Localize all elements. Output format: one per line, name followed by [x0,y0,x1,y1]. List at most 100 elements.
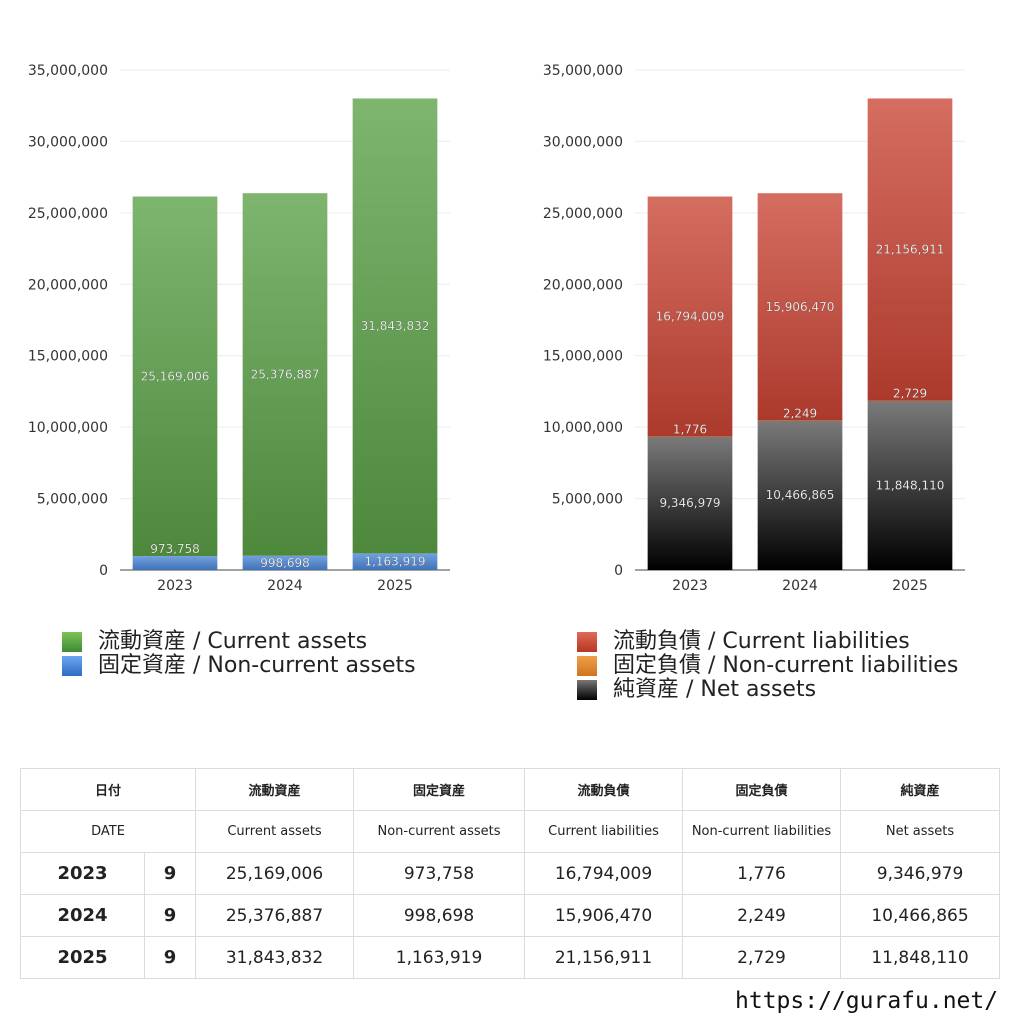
data-label: 25,169,006 [141,369,210,383]
y-tick-label: 15,000,000 [28,349,108,365]
legend-item-current-assets: 流動資産 / Current assets [62,630,416,654]
legend-swatch [577,680,597,700]
legend-item-current-liabilities: 流動負債 / Current liabilities [577,630,958,654]
data-label: 31,843,832 [361,319,430,333]
data-label: 15,906,470 [766,300,835,314]
legend-label: 純資産 / Net assets [613,677,817,702]
table-subheader-cell: DATE [19,810,197,853]
data-label: 9,346,979 [659,496,720,510]
y-tick-label: 15,000,000 [543,349,623,365]
bar-segment [757,420,843,421]
x-tick-label: 2024 [267,578,303,594]
x-tick-label: 2025 [892,578,928,594]
y-tick-label: 35,000,000 [28,63,108,79]
legend-swatch [577,656,597,676]
table-cell: 31,843,832 [195,936,355,979]
bar-segment [867,98,953,401]
table-subheader-cell: Non-current liabilities [682,810,842,853]
data-label: 1,776 [673,422,707,436]
bar-segment [352,98,438,554]
legend-label: 流動負債 / Current liabilities [613,629,910,654]
y-tick-label: 5,000,000 [37,492,108,508]
table-subheader-cell: Net assets [840,810,1001,853]
table-cell-count: 9 [143,852,197,895]
table-cell-count: 9 [143,894,197,937]
table-cell: 21,156,911 [524,936,684,979]
bar-segment [242,193,328,556]
legend-item-non-current-liabilities: 固定負債 / Non-current liabilities [577,654,958,678]
bar-segment [867,400,953,570]
table-header-row: 日付 流動資産 固定資産 流動負債 固定負債 純資産 [19,768,1001,811]
legend-swatch [62,632,82,652]
table-header-cell: 日付 [19,768,197,811]
table-cell: 1,776 [682,852,842,895]
table-cell-count: 9 [143,936,197,979]
table-header-cell: 固定資産 [353,768,526,811]
data-label: 2,729 [893,387,927,401]
table-cell: 973,758 [353,852,526,895]
data-label: 11,848,110 [876,478,945,492]
bar-segment [647,436,733,570]
table-cell: 1,163,919 [353,936,526,979]
bar-segment [647,436,733,437]
table-subheader-cell: Current liabilities [524,810,684,853]
table-subheader-cell: Non-current assets [353,810,526,853]
table-cell-year: 2025 [20,936,145,979]
y-tick-label: 10,000,000 [28,420,108,436]
bar-segment [132,196,218,557]
legend-label: 流動資産 / Current assets [98,629,368,654]
y-tick-label: 20,000,000 [543,277,623,293]
y-tick-label: 5,000,000 [552,492,623,508]
legend-swatch [577,632,597,652]
data-label: 10,466,865 [766,488,835,502]
bar-segment [242,555,328,570]
y-tick-label: 0 [614,563,623,579]
table-cell: 2,729 [682,936,842,979]
x-tick-label: 2023 [157,578,193,594]
data-label: 1,163,919 [364,555,425,569]
legend-item-net-assets: 純資産 / Net assets [577,678,958,702]
bar-segment [757,420,843,570]
table-header-cell: 流動負債 [524,768,684,811]
y-tick-label: 25,000,000 [543,206,623,222]
bar-segment [757,193,843,421]
table-header-cell: 純資産 [840,768,1001,811]
liabilities-chart: 0 5,000,000 10,000,000 15,000,000 20,000,000… [515,40,1015,600]
table-subheader-row: DATE Current assets Non-current assets C… [19,810,1001,853]
data-label: 21,156,911 [876,243,945,257]
assets-chart-svg: 0 5,000,000 10,000,000 15,000,000 20,000,000… [28,63,450,594]
table-row: 2024 9 25,376,887 998,698 15,906,470 2,2… [20,894,1001,937]
data-label: 2,249 [783,406,817,420]
table-row: 2025 9 31,843,832 1,163,919 21,156,911 2… [20,936,1001,979]
table-cell: 2,249 [682,894,842,937]
assets-chart: 0 5,000,000 10,000,000 15,000,000 20,000,000… [0,40,500,600]
liabilities-legend: 流動負債 / Current liabilities 固定負債 / Non-cu… [577,630,958,702]
table-cell: 25,376,887 [195,894,355,937]
assets-legend: 流動資産 / Current assets 固定資産 / Non-current… [62,630,416,678]
table-cell-year: 2024 [20,894,145,937]
data-label: 25,376,887 [251,367,320,381]
table-header-cell: 固定負債 [682,768,842,811]
bar-segment [132,556,218,570]
table-cell: 9,346,979 [840,852,1001,895]
table-subheader-cell: Current assets [195,810,355,853]
y-tick-label: 0 [99,563,108,579]
table-cell: 25,169,006 [195,852,355,895]
data-label: 16,794,009 [656,309,725,323]
table-cell: 10,466,865 [840,894,1001,937]
y-tick-label: 30,000,000 [543,134,623,150]
bar-segment [647,196,733,437]
x-tick-label: 2023 [672,578,708,594]
legend-label: 固定資産 / Non-current assets [98,653,416,678]
x-tick-label: 2024 [782,578,818,594]
y-tick-label: 25,000,000 [28,206,108,222]
data-table: 日付 流動資産 固定資産 流動負債 固定負債 純資産 DATE Current … [19,768,1001,979]
y-tick-label: 35,000,000 [543,63,623,79]
y-tick-label: 10,000,000 [543,420,623,436]
legend-item-non-current-assets: 固定資産 / Non-current assets [62,654,416,678]
table-cell: 998,698 [353,894,526,937]
table-cell-year: 2023 [20,852,145,895]
legend-label: 固定負債 / Non-current liabilities [613,653,959,678]
table-cell: 11,848,110 [840,936,1001,979]
table-row: 2023 9 25,169,006 973,758 16,794,009 1,7… [20,852,1001,895]
